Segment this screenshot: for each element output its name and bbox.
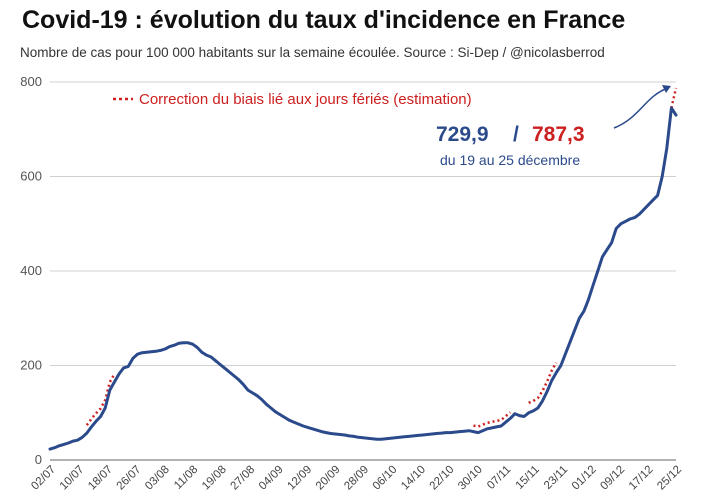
x-tick-label: 06/10 [371,464,400,493]
y-tick-label: 400 [20,263,42,278]
annotation-period: du 19 au 25 décembre [440,152,580,168]
chart-title: Covid-19 : évolution du taux d'incidence… [22,6,626,34]
x-tick-label: 10/07 [58,464,87,493]
x-tick-label: 17/12 [627,464,656,493]
x-tick-label: 03/08 [143,464,172,493]
correction-series [85,87,678,428]
annotation-arrow [613,87,669,129]
x-tick-label: 22/10 [428,464,457,493]
x-tick-label: 02/07 [29,464,58,493]
grid-lines [50,81,676,461]
correction-endpoint [670,87,678,109]
x-tick-label: 20/09 [314,464,343,493]
y-tick-label: 800 [20,74,42,89]
x-tick-label: 11/08 [172,464,200,492]
x-tick-label: 18/07 [86,464,115,493]
value-annotation: 729,9 / 787,3 du 19 au 25 décembre [436,85,671,168]
x-tick-label: 09/12 [598,464,627,493]
y-tick-label: 0 [35,452,42,467]
legend: Correction du biais lié aux jours fériés… [113,91,472,108]
legend-label: Correction du biais lié aux jours fériés… [139,91,472,108]
x-tick-label: 15/11 [514,464,542,492]
x-tick-label: 19/08 [200,464,229,493]
y-tick-label: 200 [20,358,42,373]
correction-segment [473,411,512,428]
x-tick-label: 28/09 [342,464,371,493]
y-tick-label: 600 [20,169,42,184]
correction-segment [528,361,558,404]
annotation-value-blue: 729,9 [436,123,489,146]
x-tick-label: 07/11 [485,464,513,492]
x-axis-ticks: 02/07 10/07 18/07 26/07 03/08 11/08 19/08 27/08… [29,464,684,493]
x-tick-label: 12/09 [285,464,314,493]
x-tick-label: 25/12 [655,464,684,493]
chart-subtitle: Nombre de cas pour 100 000 habitants sur… [20,45,605,60]
x-tick-label: 27/08 [228,464,257,493]
x-tick-label: 14/10 [399,464,428,493]
incidence-line [48,106,678,451]
y-axis-ticks: 0 200 400 600 800 [20,74,42,467]
annotation-arrowhead [662,85,671,93]
annotation-separator: / [513,123,519,146]
x-tick-label: 26/07 [115,464,144,493]
x-tick-label: 30/10 [456,464,485,493]
x-tick-label: 04/09 [257,464,286,493]
annotation-value-red: 787,3 [532,123,585,146]
x-tick-label: 23/11 [542,464,570,492]
correction-segment [85,373,116,426]
x-tick-label: 01/12 [570,464,599,493]
